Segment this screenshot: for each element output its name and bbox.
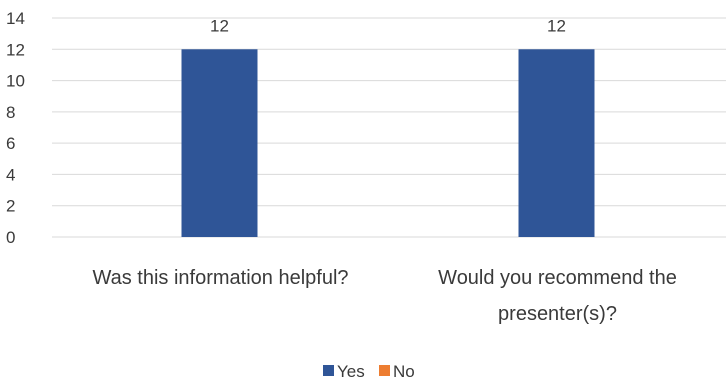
bars (181, 49, 595, 238)
category-label: Was this information helpful? (92, 267, 348, 289)
data-labels: 12 12 (210, 16, 566, 35)
y-tick-label: 6 (6, 134, 15, 153)
gridlines (52, 17, 726, 238)
bar-yes (518, 49, 595, 238)
data-label: 12 (547, 16, 566, 35)
legend-label: Yes (337, 362, 365, 381)
legend-label: No (393, 362, 415, 381)
y-tick-label: 2 (6, 197, 15, 216)
legend-swatch (379, 365, 390, 376)
category-label: presenter(s)? (498, 303, 617, 325)
y-tick-label: 14 (6, 9, 25, 28)
y-tick-label: 0 (6, 228, 15, 247)
legend-swatch (323, 365, 334, 376)
y-axis-ticks: 0 2 4 6 8 10 12 14 (6, 9, 25, 247)
category-labels: Was this information helpful? Would you r… (92, 267, 676, 325)
y-tick-label: 12 (6, 40, 25, 59)
bar-yes (181, 49, 258, 238)
category-label: Would you recommend the (438, 267, 677, 289)
y-tick-label: 4 (6, 165, 15, 184)
data-label: 12 (210, 16, 229, 35)
legend: Yes No (323, 362, 415, 381)
y-tick-label: 8 (6, 103, 15, 122)
y-tick-label: 10 (6, 72, 25, 91)
